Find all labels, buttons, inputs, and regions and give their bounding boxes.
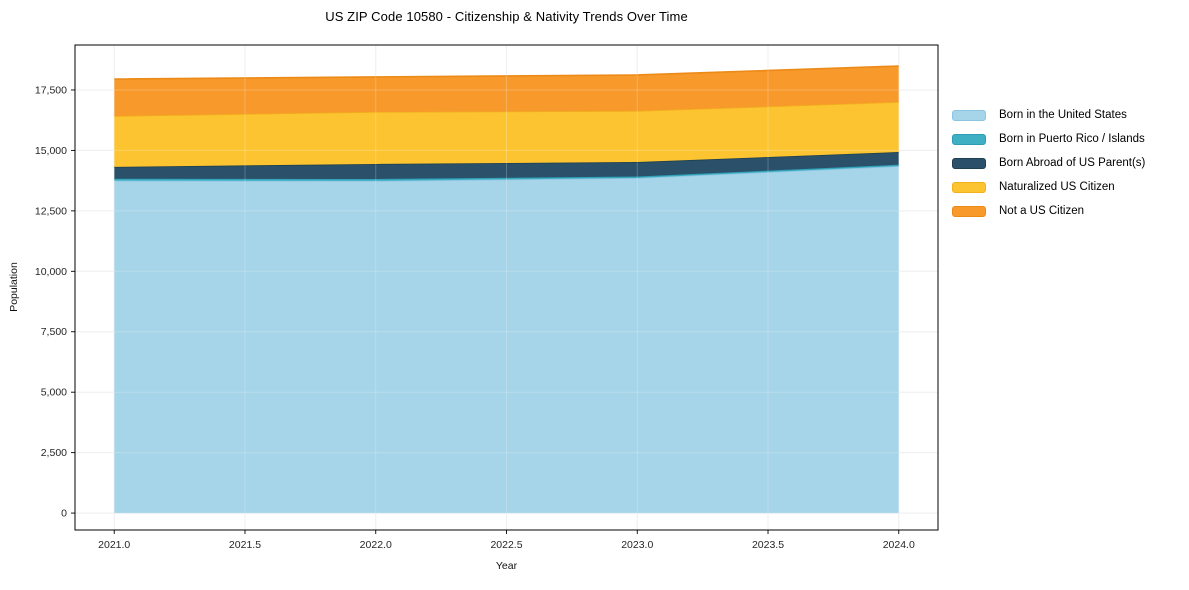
y-tick-label: 12,500 [35,205,67,217]
x-tick-label: 2024.0 [883,539,915,551]
y-tick-label: 7,500 [41,326,67,338]
legend-label: Not a US Citizen [999,205,1085,217]
chart-title: US ZIP Code 10580 - Citizenship & Nativi… [325,9,688,24]
legend: Born in the United States Born in Puerto… [952,103,1145,223]
legend-item: Naturalized US Citizen [952,175,1145,199]
x-tick-label: 2023.5 [752,539,784,551]
legend-label: Born in the United States [999,109,1127,121]
x-tick-label: 2021.0 [98,539,130,551]
legend-swatch-born-puerto-rico [952,133,986,145]
y-tick-label: 15,000 [35,145,67,157]
area-not-a-us-citizen [114,66,899,117]
legend-swatch-born-us [952,109,986,121]
legend-item: Born Abroad of US Parent(s) [952,151,1145,175]
legend-label: Born in Puerto Rico / Islands [999,133,1145,145]
x-tick-label: 2022.0 [360,539,392,551]
legend-swatch-naturalized [952,181,986,193]
x-tick-label: 2023.0 [621,539,653,551]
legend-swatch-not-citizen [952,205,986,217]
x-tick-label: 2021.5 [229,539,261,551]
y-tick-label: 17,500 [35,84,67,96]
legend-item: Born in Puerto Rico / Islands [952,127,1145,151]
legend-item: Born in the United States [952,103,1145,127]
y-tick-label: 10,000 [35,266,67,278]
x-tick-label: 2022.5 [490,539,522,551]
legend-item: Not a US Citizen [952,199,1145,223]
area-edge-not-a-us-citizen [114,65,899,80]
area-born-abroad-of-us-parent-s [114,151,899,179]
area-born-in-the-united-states [114,166,899,514]
legend-swatch-born-abroad [952,157,986,169]
y-tick-label: 2,500 [41,447,67,459]
y-tick-label: 5,000 [41,387,67,399]
legend-label: Naturalized US Citizen [999,181,1115,193]
y-axis-label: Population [8,262,20,312]
x-axis-label: Year [495,560,518,572]
legend-label: Born Abroad of US Parent(s) [999,157,1146,169]
y-tick-label: 0 [61,508,67,520]
area-naturalized-us-citizen [114,102,899,167]
